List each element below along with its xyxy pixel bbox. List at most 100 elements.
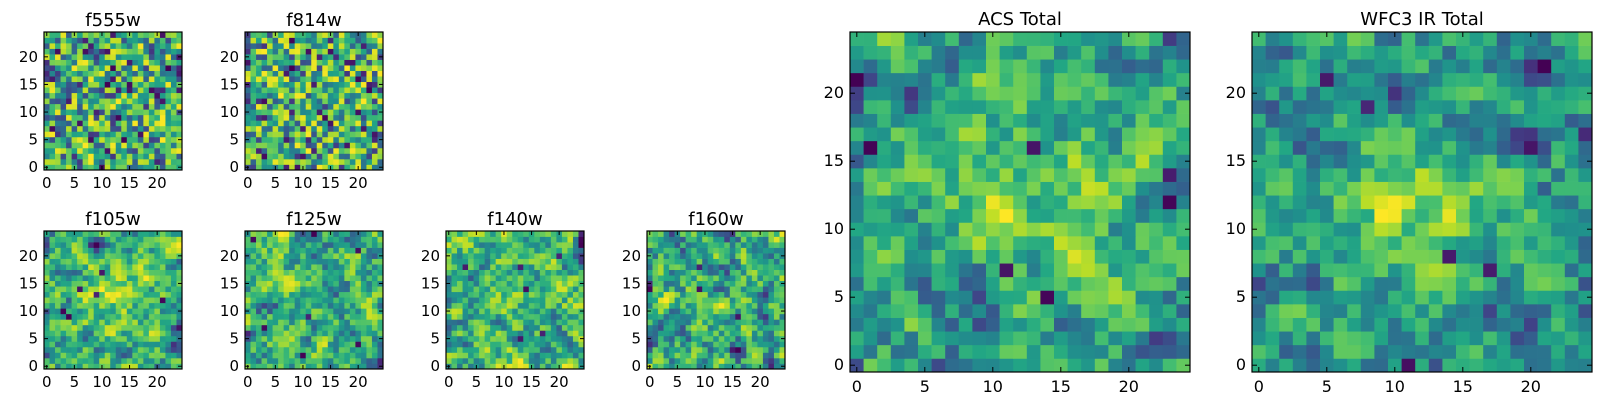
heatmap-cell (718, 280, 725, 287)
heatmap-cell (250, 120, 257, 127)
heatmap-cell (60, 247, 67, 254)
heatmap-cell (674, 330, 681, 337)
heatmap-cell (55, 153, 61, 160)
heatmap-cell (316, 153, 323, 160)
heatmap-cell (283, 352, 290, 359)
heatmap-cell (115, 136, 122, 143)
heatmap-cell (267, 231, 273, 237)
heatmap-cell (55, 125, 61, 132)
heatmap-cell (1360, 317, 1375, 332)
heatmap-cell (170, 319, 177, 326)
heatmap-cell (680, 247, 686, 254)
heatmap-cell (718, 363, 725, 370)
heatmap-cell (245, 87, 251, 94)
heatmap-cell (49, 286, 56, 293)
heatmap-cell (506, 231, 513, 237)
heatmap-cell (1496, 222, 1511, 237)
heatmap-cell (104, 357, 111, 364)
heatmap-cell (696, 346, 703, 353)
heatmap-cell (159, 164, 166, 171)
heatmap-cell (49, 32, 56, 38)
heatmap-cell (349, 136, 356, 143)
heatmap-cell (685, 231, 692, 237)
heatmap-cell (931, 344, 946, 359)
heatmap-cell (245, 153, 251, 160)
heatmap-cell (327, 54, 334, 60)
heatmap-cell (556, 280, 563, 287)
heatmap-cell (1108, 276, 1123, 291)
heatmap-cell (366, 153, 373, 160)
heatmap-cell (484, 286, 491, 293)
heatmap-cell (278, 264, 284, 270)
heatmap-cell (484, 341, 491, 348)
heatmap-cell (718, 313, 725, 320)
heatmap-cell (77, 242, 83, 248)
heatmap-cell (349, 114, 356, 121)
heatmap-cell (918, 59, 932, 74)
heatmap-cell (1483, 290, 1498, 305)
heatmap-cell (958, 263, 973, 278)
heatmap-cell (1054, 59, 1068, 74)
heatmap-cell (572, 324, 579, 331)
heatmap-cell (1292, 358, 1307, 373)
heatmap-cell (121, 87, 128, 94)
heatmap-cell (333, 37, 340, 44)
heatmap-cell (256, 247, 262, 254)
heatmap-cell (300, 341, 307, 348)
heatmap-cell (724, 363, 731, 370)
heatmap-cell (159, 81, 166, 88)
heatmap-cell (148, 54, 155, 60)
heatmap-cell (250, 76, 257, 83)
heatmap-cell (66, 81, 72, 88)
heatmap-cell (1176, 113, 1191, 128)
heatmap-cell (71, 98, 78, 105)
heatmap-cell (311, 231, 318, 237)
heatmap-cell (539, 313, 546, 320)
heatmap-cell (713, 330, 720, 337)
heatmap-cell (1510, 249, 1525, 264)
heatmap-cell (451, 352, 458, 359)
heatmap-cell (245, 330, 251, 337)
heatmap-cell (322, 269, 329, 276)
heatmap-cell (55, 247, 61, 254)
heatmap-cell (360, 297, 367, 304)
heatmap-cell (663, 352, 670, 359)
heatmap-cell (446, 313, 452, 320)
heatmap-cell (1578, 358, 1593, 373)
heatmap-cell (1162, 59, 1177, 74)
heatmap-cell (773, 346, 780, 353)
heatmap-cell (338, 87, 345, 94)
heatmap-cell (451, 264, 458, 270)
heatmap-cell (272, 308, 279, 315)
heatmap-cell (724, 313, 731, 320)
heatmap-cell (479, 264, 485, 270)
heatmap-cell (322, 247, 329, 254)
heatmap-cell (338, 313, 345, 320)
heatmap-cell (77, 319, 83, 326)
heatmap-cell (267, 269, 273, 276)
heatmap-cell (137, 286, 144, 293)
heatmap-cell (60, 114, 67, 121)
heatmap-cell (1347, 344, 1362, 359)
heatmap-cell (658, 291, 664, 298)
heatmap-cell (877, 45, 892, 60)
heatmap-cell (371, 269, 378, 276)
heatmap-cell (1149, 276, 1164, 291)
heatmap-cell (451, 357, 458, 364)
heatmap-cell (333, 242, 340, 248)
heatmap-cell (82, 92, 89, 99)
heatmap-cell (99, 297, 106, 304)
heatmap-cell (1415, 358, 1430, 373)
heatmap-cell (1347, 208, 1362, 223)
heatmap-cell (556, 352, 563, 359)
heatmap-cell (545, 275, 552, 282)
heatmap-cell (110, 341, 117, 348)
heatmap-cell (691, 264, 698, 270)
heatmap-cell (355, 269, 362, 276)
heatmap-cell (278, 76, 284, 83)
heatmap-cell (99, 59, 106, 66)
heatmap-cell (762, 330, 769, 337)
heatmap-cell (451, 363, 458, 370)
heatmap-cell (143, 269, 150, 276)
heatmap-cell (534, 346, 541, 353)
